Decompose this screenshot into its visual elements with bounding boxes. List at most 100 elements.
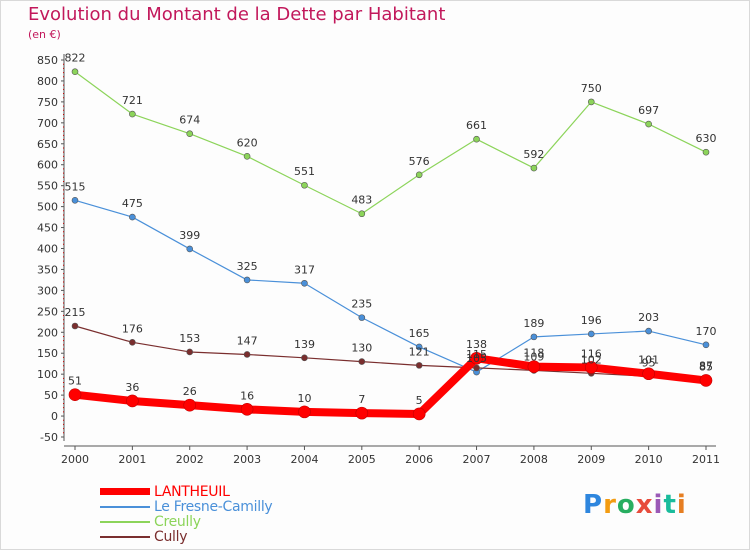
data-label: 51	[68, 375, 82, 388]
data-label: 130	[351, 342, 372, 355]
data-point	[587, 330, 595, 338]
data-point	[186, 245, 194, 253]
data-point	[412, 407, 426, 421]
series-line-le-fresne-camilly	[74, 199, 707, 373]
y-tick-label: 50	[44, 389, 58, 402]
data-point	[243, 276, 251, 284]
y-tick-label: 550	[37, 180, 58, 193]
data-label: 620	[237, 136, 258, 149]
y-tick-label: 450	[37, 222, 58, 235]
data-label: 139	[294, 338, 315, 351]
y-tick-label: 300	[37, 284, 58, 297]
legend-label-cully: Cully	[154, 529, 188, 545]
x-tick-label: 2002	[176, 453, 204, 466]
data-label: 115	[466, 348, 487, 361]
data-point	[358, 358, 366, 365]
y-tick-label: 500	[37, 201, 58, 214]
data-label: 515	[65, 180, 86, 193]
data-point	[702, 148, 710, 156]
y-tick-label: 350	[37, 263, 58, 276]
data-point	[298, 405, 311, 419]
data-label: 5	[416, 394, 423, 407]
y-tick-label: 700	[37, 117, 58, 130]
data-label: 630	[696, 132, 717, 145]
data-label: 116	[581, 347, 602, 360]
legend-swatch-lantheuil	[100, 488, 150, 495]
legend-label-le-fresne-camilly: Le Fresne-Camilly	[154, 499, 273, 515]
logo-letter: t	[663, 490, 677, 520]
data-label: 483	[351, 194, 372, 207]
data-point	[243, 153, 251, 160]
data-label: 85	[699, 360, 713, 373]
data-point	[473, 135, 480, 143]
data-point	[129, 339, 136, 346]
data-point	[301, 181, 308, 189]
data-label: 109	[523, 350, 544, 363]
data-point	[473, 364, 480, 372]
legend-item-lantheuil: LANTHEUIL	[100, 484, 360, 500]
data-label: 7	[358, 393, 365, 406]
x-tick-label: 2000	[61, 453, 89, 466]
data-point	[702, 341, 710, 349]
y-tick-label: 800	[37, 75, 58, 88]
data-point	[415, 362, 423, 369]
data-label: 475	[122, 197, 143, 210]
data-point	[71, 322, 79, 330]
legend-swatch-cully	[100, 536, 150, 538]
data-label: 592	[523, 148, 544, 161]
legend-item-creully: Creully	[100, 514, 360, 530]
data-label: 87	[699, 360, 713, 373]
data-point	[530, 333, 538, 341]
y-tick-label: 750	[37, 96, 58, 109]
data-label: 215	[65, 306, 86, 319]
data-point	[645, 327, 652, 335]
data-label: 147	[237, 334, 258, 347]
y-tick-label: 250	[37, 305, 58, 318]
data-point	[301, 279, 308, 287]
data-point	[129, 110, 136, 118]
data-point	[470, 351, 483, 365]
data-point	[642, 367, 655, 381]
y-tick-label: 650	[37, 138, 58, 151]
data-point	[415, 343, 423, 351]
data-label: 235	[351, 298, 372, 311]
data-point	[301, 354, 308, 362]
data-label: 26	[183, 385, 197, 398]
data-point	[699, 374, 713, 387]
x-tick-label: 2009	[577, 453, 605, 466]
data-point	[129, 213, 136, 221]
data-point	[186, 348, 194, 356]
logo-letter: P	[583, 490, 604, 520]
data-point	[240, 403, 254, 416]
legend-swatch-creully	[100, 521, 150, 523]
data-label: 189	[523, 317, 544, 330]
y-tick-label: 150	[37, 347, 58, 360]
data-label: 102	[581, 353, 602, 366]
x-tick-label: 2008	[520, 453, 548, 466]
chart-title: Evolution du Montant de la Dette par Hab…	[28, 4, 446, 25]
legend-item-cully: Cully	[100, 529, 360, 545]
logo-letter: r	[603, 490, 617, 520]
data-label: 121	[409, 345, 430, 358]
data-point	[584, 361, 598, 374]
data-label: 10	[297, 392, 311, 405]
logo-letter: i	[676, 490, 687, 520]
data-label: 153	[179, 332, 200, 345]
data-point	[71, 197, 79, 204]
y-tick-label: 850	[37, 54, 58, 67]
data-label: 176	[122, 322, 143, 335]
data-label: 118	[523, 347, 544, 360]
legend-label-creully: Creully	[154, 514, 201, 530]
x-tick-label: 2006	[405, 453, 433, 466]
data-label: 697	[638, 104, 659, 117]
data-label: 674	[179, 114, 200, 127]
data-point	[183, 398, 197, 412]
x-tick-label: 2007	[463, 453, 491, 466]
x-tick-label: 2001	[118, 453, 146, 466]
logo-letter: i	[653, 490, 664, 520]
data-label: 551	[294, 165, 315, 178]
data-point	[645, 120, 652, 128]
data-label: 16	[240, 389, 254, 402]
data-point	[71, 68, 79, 76]
